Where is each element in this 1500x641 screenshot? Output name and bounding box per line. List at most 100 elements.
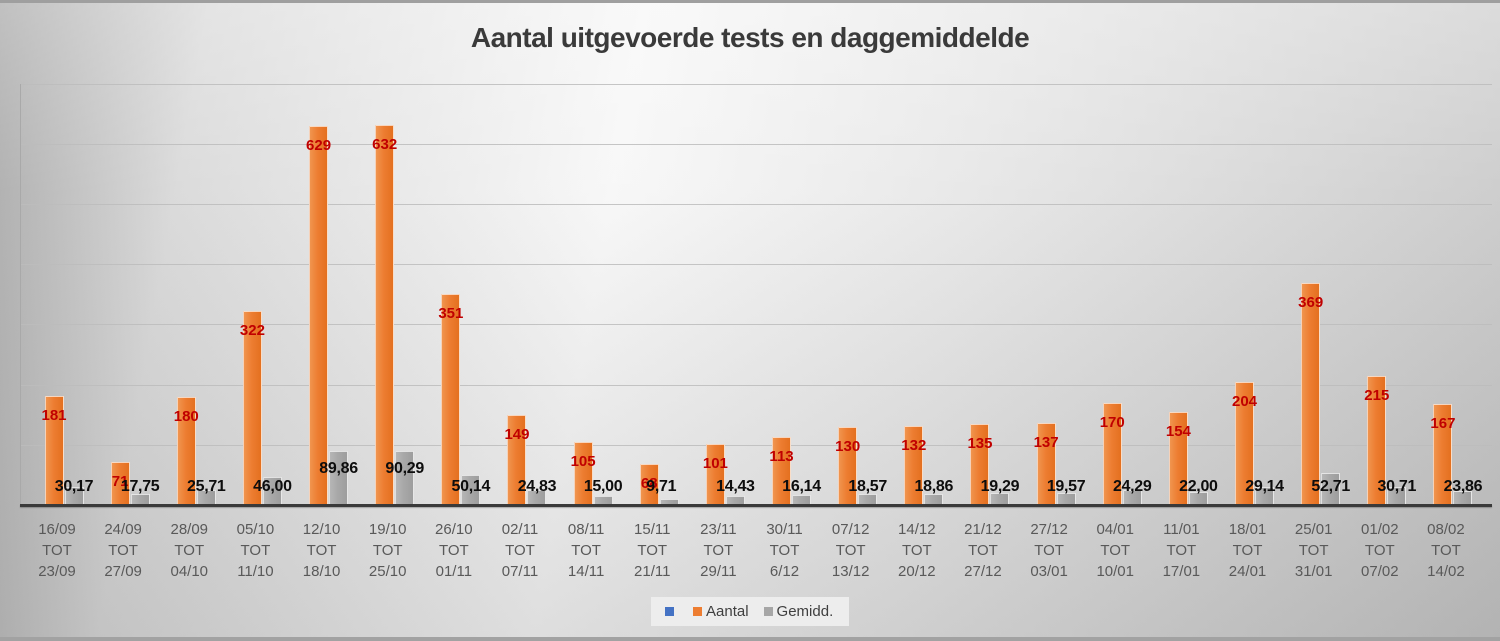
- data-label-gemidd: 19,29: [980, 478, 1020, 495]
- x-axis-label-line: TOT: [240, 542, 271, 559]
- data-label-gemidd: 17,75: [120, 478, 160, 495]
- data-label-aantal: 351: [438, 304, 464, 322]
- gridline: [20, 84, 1492, 85]
- data-label-gemidd: 89,86: [319, 460, 358, 477]
- data-label-aantal: 322: [239, 322, 265, 340]
- legend-item-blank: [665, 607, 678, 616]
- x-axis-label-line: 27/12: [1030, 521, 1068, 538]
- data-label-gemidd: 18,86: [914, 478, 954, 495]
- data-label-gemidd: 15,00: [583, 478, 623, 495]
- data-label-aantal: 215: [1364, 386, 1390, 404]
- top-edge-strip: [0, 0, 1500, 3]
- x-axis-label-line: TOT: [769, 542, 800, 559]
- x-axis-label-line: 07/11: [501, 563, 539, 580]
- data-label-gemidd: 23,86: [1443, 478, 1483, 495]
- gridline: [20, 264, 1492, 265]
- data-label-gemidd: 14,43: [716, 478, 755, 495]
- x-axis-label-line: 01/11: [435, 563, 473, 580]
- legend-label: Gemidd.: [776, 603, 834, 620]
- x-axis-label-line: 07/02: [1361, 563, 1399, 580]
- data-label-aantal: 167: [1430, 415, 1456, 433]
- x-axis-label: 21/12 TOT 27/12: [948, 519, 1018, 582]
- x-axis-label-line: 29/11: [700, 563, 737, 580]
- data-label-aantal: 170: [1099, 413, 1125, 431]
- x-axis-label-line: 14/02: [1427, 563, 1465, 580]
- x-axis-label-line: 30/11: [766, 521, 803, 538]
- data-label-aantal: 632: [372, 135, 398, 153]
- x-axis-label-line: 04/10: [170, 563, 209, 580]
- x-axis-label-line: 31/01: [1294, 563, 1333, 580]
- x-axis-label-line: TOT: [174, 542, 205, 559]
- x-axis-label: 11/01 TOT 17/01: [1146, 519, 1216, 582]
- data-label-aantal: 135: [967, 434, 993, 452]
- x-axis-label-line: 13/12: [831, 563, 870, 580]
- data-label-aantal: 154: [1165, 423, 1191, 441]
- data-label-aantal: 132: [901, 436, 927, 454]
- gridline: [20, 204, 1492, 205]
- data-label-gemidd: 52,71: [1311, 478, 1350, 495]
- chart-title: Aantal uitgevoerde tests en daggemiddeld…: [470, 22, 1030, 53]
- x-axis-label: 18/01 TOT 24/01: [1213, 519, 1283, 582]
- x-axis-label-line: 28/09: [170, 521, 209, 538]
- x-axis-label-line: TOT: [1100, 542, 1131, 559]
- x-axis-label-line: 11/10: [237, 563, 274, 580]
- x-axis-label: 08/02 TOT 14/02: [1411, 519, 1481, 582]
- x-axis-label-line: TOT: [505, 542, 535, 559]
- x-axis-label: 04/01 TOT 10/01: [1080, 519, 1150, 582]
- x-axis-label-line: 24/09: [104, 521, 142, 538]
- gridline: [20, 324, 1492, 325]
- x-axis-label-line: TOT: [703, 542, 734, 559]
- x-axis-label-line: 08/02: [1427, 521, 1465, 538]
- x-axis-label-line: 21/11: [634, 563, 671, 580]
- x-axis-label: 23/11 TOT 29/11: [683, 519, 753, 582]
- x-axis-label-line: TOT: [1298, 542, 1329, 559]
- x-axis-label-line: 10/01: [1096, 563, 1134, 580]
- x-axis-label: 14/12 TOT 20/12: [882, 519, 952, 582]
- data-label-aantal: 149: [504, 426, 530, 444]
- legend-swatch: [763, 607, 773, 616]
- x-axis-label-line: 07/12: [831, 521, 870, 538]
- data-label-gemidd: 24,83: [517, 478, 557, 495]
- x-axis-label-line: 23/09: [38, 563, 76, 580]
- data-label-aantal: 180: [173, 407, 199, 425]
- data-label-aantal: 113: [769, 447, 794, 465]
- x-axis-label-line: 18/01: [1228, 521, 1267, 538]
- x-axis-label: 27/12 TOT 03/01: [1014, 519, 1084, 582]
- legend-item-aantal: Aantal: [693, 603, 749, 620]
- x-axis-label-line: 27/12: [964, 563, 1002, 580]
- legend: Aantal Gemidd.: [651, 597, 849, 626]
- data-label-gemidd: 50,14: [451, 478, 491, 495]
- x-axis-label-line: TOT: [372, 542, 403, 559]
- legend-label: Aantal: [706, 603, 749, 620]
- bar-aantal: [242, 311, 262, 505]
- x-axis-label: 05/10 TOT 11/10: [220, 519, 290, 582]
- x-axis-label-line: 15/11: [634, 521, 671, 538]
- x-axis-label-line: 18/10: [302, 563, 341, 580]
- x-axis-label-line: 01/02: [1361, 521, 1399, 538]
- x-axis-label-line: 03/01: [1030, 563, 1068, 580]
- bar-aantal: [375, 124, 395, 505]
- x-axis-label-line: TOT: [835, 542, 866, 559]
- legend-swatch: [665, 607, 674, 616]
- x-axis-label-line: 02/11: [501, 521, 539, 538]
- data-label-aantal: 101: [702, 455, 728, 473]
- x-axis-label-line: TOT: [1034, 542, 1064, 559]
- x-axis-label-line: 19/10: [368, 521, 407, 538]
- data-label-aantal: 105: [570, 452, 596, 470]
- x-axis-label: 12/10 TOT 18/10: [287, 519, 357, 582]
- x-axis-label-line: 24/01: [1228, 563, 1267, 580]
- legend-swatch: [693, 607, 702, 616]
- gridline: [20, 445, 1492, 446]
- data-label-aantal: 204: [1232, 393, 1258, 411]
- data-label-aantal: 68: [640, 475, 658, 493]
- x-axis-label-line: 14/12: [898, 521, 936, 538]
- x-axis-label-line: 20/12: [898, 563, 936, 580]
- x-axis-label-line: TOT: [1431, 542, 1461, 559]
- x-axis-label-line: TOT: [108, 542, 138, 559]
- x-axis-label: 30/11 TOT 6/12: [750, 519, 820, 582]
- data-label-gemidd: 16,14: [782, 478, 821, 495]
- data-label-aantal: 130: [835, 437, 861, 455]
- x-axis-label: 16/09 TOT 23/09: [22, 519, 92, 582]
- data-label-aantal: 137: [1033, 433, 1059, 451]
